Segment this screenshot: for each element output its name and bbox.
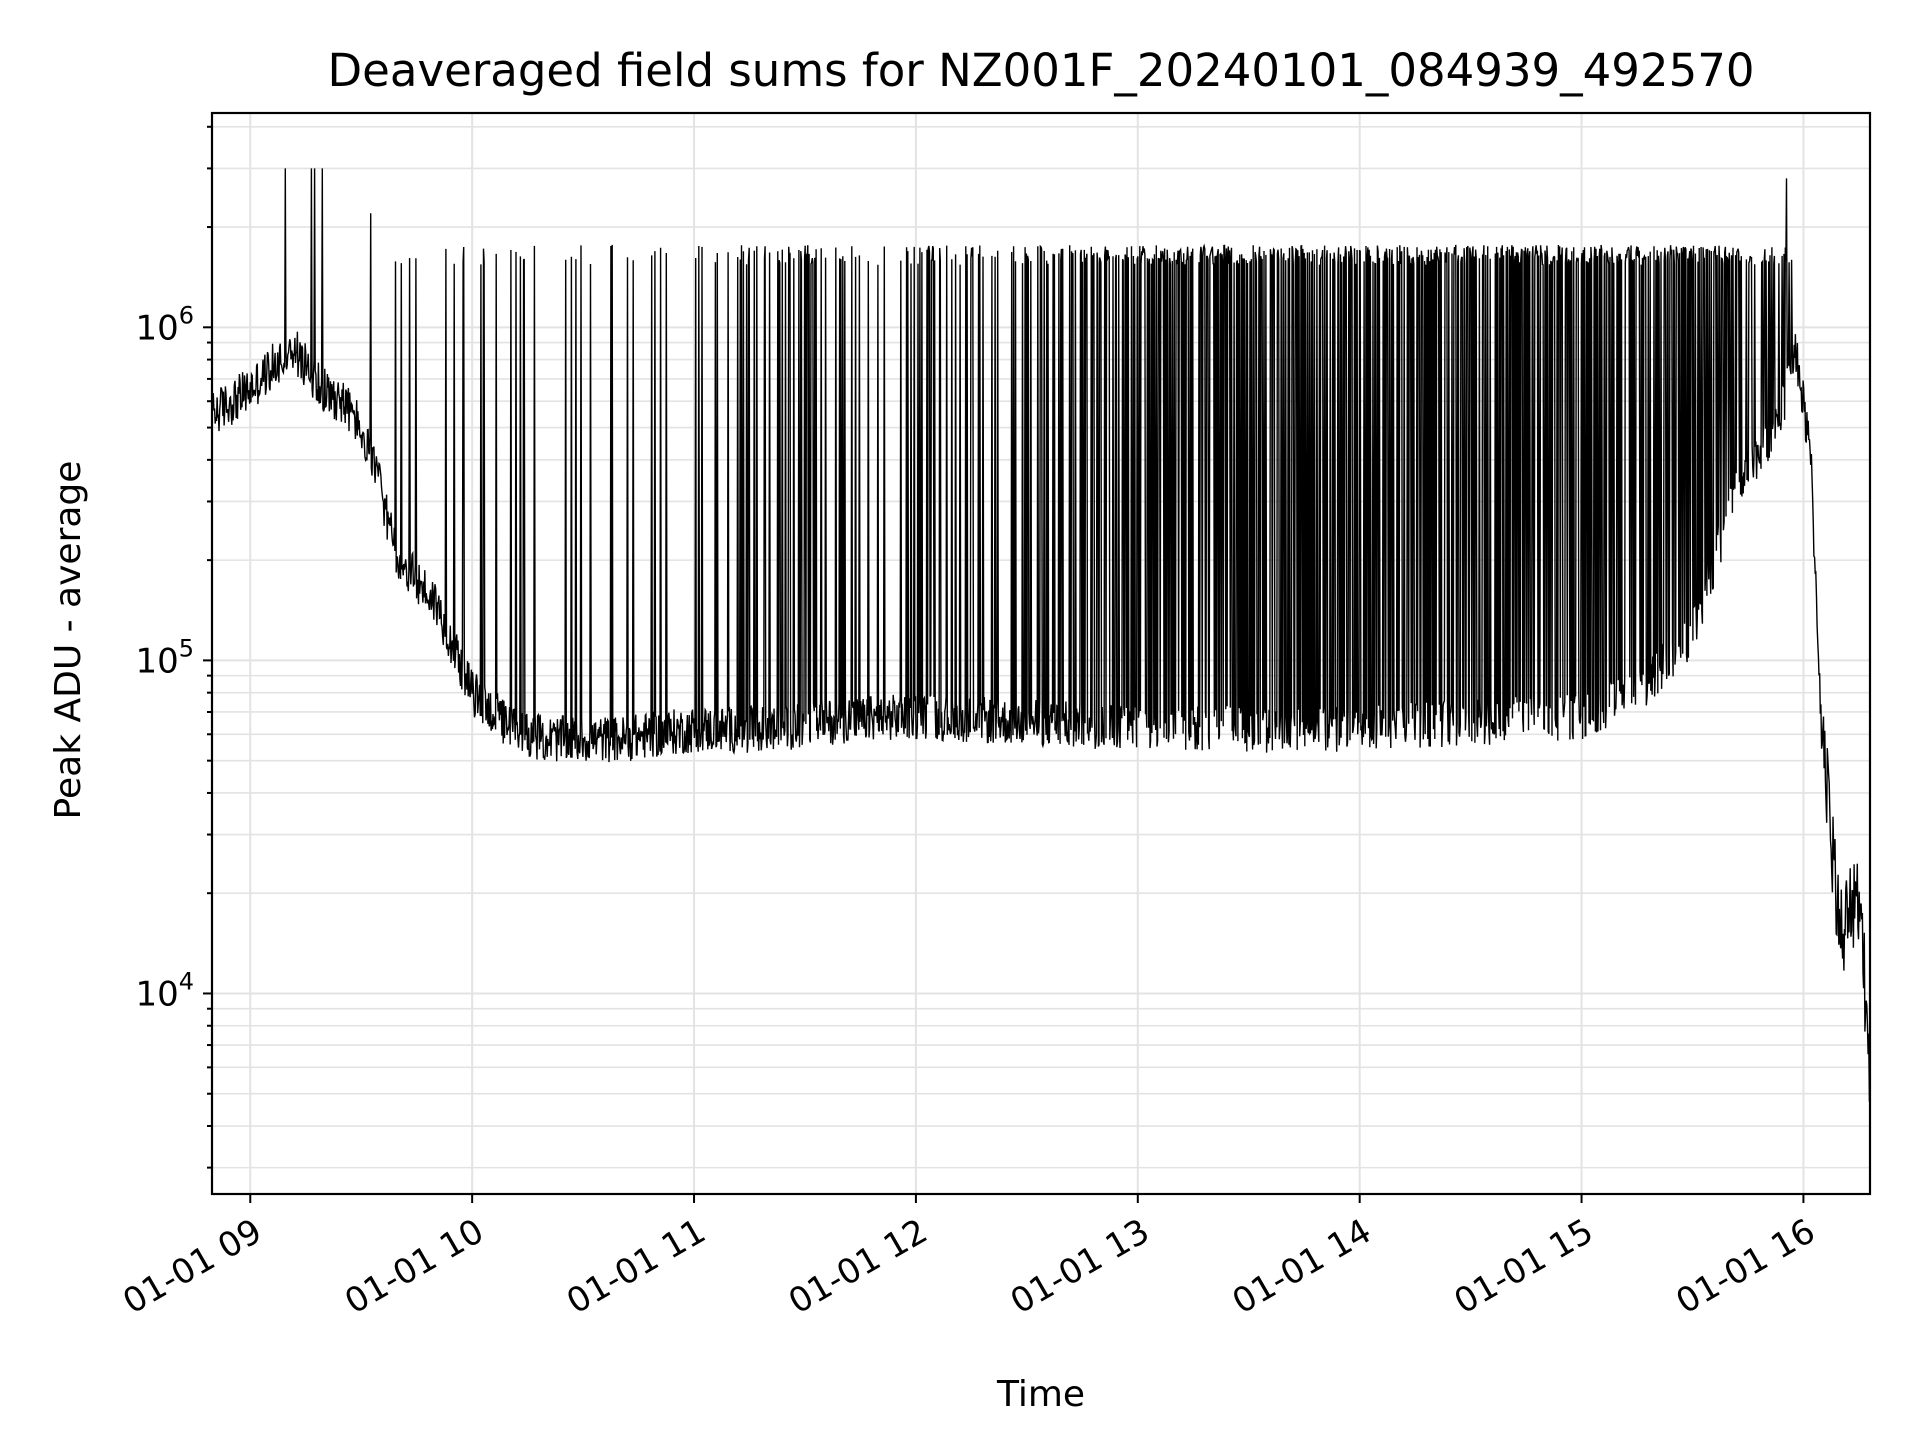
y-tick-label: 104 — [135, 967, 194, 1014]
x-axis-label: Time — [996, 1374, 1085, 1415]
series-line — [212, 168, 1871, 1102]
axes-frame — [210, 111, 1872, 1196]
chart-title: Deaveraged field sums for NZ001F_2024010… — [328, 44, 1755, 97]
y-axis-label: Peak ADU - average — [48, 461, 89, 820]
y-tick-label: 105 — [135, 634, 194, 681]
y-tick-label: 106 — [135, 301, 194, 348]
plot-area — [212, 168, 1871, 1102]
